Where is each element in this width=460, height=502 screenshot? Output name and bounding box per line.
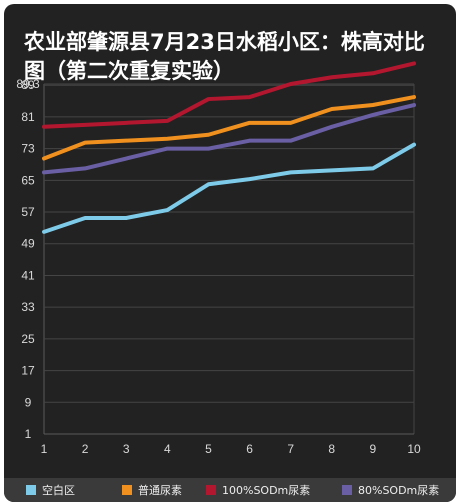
- y-tick-label: 33: [21, 300, 35, 314]
- y-tick-label: 89.3: [16, 77, 40, 91]
- legend-item: 80%SODm尿素: [342, 483, 439, 497]
- legend-item: 普通尿素: [122, 483, 182, 497]
- legend-label: 普通尿素: [138, 484, 182, 497]
- legend-label: 空白区: [42, 484, 75, 497]
- y-tick-label: 17: [21, 364, 35, 378]
- x-tick-label: 10: [407, 442, 421, 456]
- y-tick-label: 25: [21, 332, 35, 346]
- legend-item: 空白区: [26, 483, 75, 497]
- x-tick-label: 2: [82, 442, 89, 456]
- series-line: [42, 95, 416, 161]
- y-tick-label: 49: [21, 237, 35, 251]
- y-tick-label: 65: [21, 173, 35, 187]
- series-line: [42, 61, 416, 129]
- chart-title: 农业部肇源县7月23日水稻小区：株高对比图（第二次重复实验）: [24, 30, 425, 83]
- series-line: [42, 142, 416, 234]
- series-lines: [42, 61, 416, 234]
- legend-swatch: [342, 485, 352, 495]
- x-tick-label: 5: [205, 442, 212, 456]
- x-tick-label: 6: [246, 442, 253, 456]
- y-tick-label: 9: [25, 395, 32, 409]
- x-tick-label: 3: [123, 442, 130, 456]
- y-tick-label: 89: [21, 78, 35, 92]
- y-tick-label: 57: [21, 205, 35, 219]
- chart-card: 农业部肇源县7月23日水稻小区：株高对比图（第二次重复实验） 1 9 17 25 33 4…: [4, 4, 456, 502]
- y-tick-label: 41: [21, 268, 35, 282]
- x-tick-label: 8: [328, 442, 335, 456]
- legend: 空白区 普通尿素 100%SODm尿素 80%SODm尿素: [4, 478, 456, 502]
- series-line: [42, 103, 416, 175]
- y-tick-label: 81: [21, 110, 35, 124]
- legend-item: 100%SODm尿素: [206, 483, 310, 497]
- legend-label: 100%SODm尿素: [222, 484, 311, 497]
- legend-label: 80%SODm尿素: [358, 484, 440, 497]
- legend-swatch: [122, 485, 132, 495]
- legend-swatch: [26, 485, 36, 495]
- x-tick-label: 4: [164, 442, 171, 456]
- x-tick-label: 7: [287, 442, 294, 456]
- legend-swatch: [206, 485, 216, 495]
- grid-lines: [43, 83, 415, 435]
- x-axis-ticks: 1 2 3 4 5 6 7 8 9 10: [41, 442, 421, 456]
- x-tick-label: 1: [41, 442, 48, 456]
- y-tick-label: 73: [21, 142, 35, 156]
- x-tick-label: 9: [370, 442, 377, 456]
- y-tick-label: 1: [25, 427, 32, 441]
